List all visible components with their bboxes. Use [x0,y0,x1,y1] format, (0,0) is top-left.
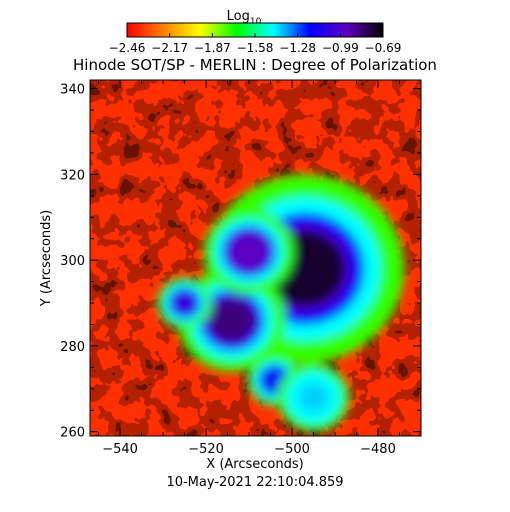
y-axis-label: Y (Arcseconds) [39,210,54,307]
y-tick-label: 280 [60,340,85,355]
colorbar-tick-label: −2.17 [151,41,188,55]
feature-core [209,299,254,341]
feature-core [298,383,329,412]
x-tick-label: −480 [360,442,396,457]
colorbar-tick-label: −1.28 [279,41,316,55]
x-tick-label: −500 [274,442,310,457]
timestamp: 10-May-2021 22:10:04.859 [166,475,343,490]
colorbar-tick-label: −1.58 [237,41,274,55]
colorbar-tick-label: −0.99 [322,41,359,55]
plot-frame [89,79,422,437]
colorbar-tick-label: −1.87 [194,41,231,55]
polarization-features [157,174,405,432]
feature [157,277,212,329]
colorbar-ticks: −2.46 −2.17 −1.87 −1.58 −1.28 −0.99 −0.69 [109,33,402,55]
y-axis: 260 280 300 320 340 [60,83,421,441]
feature [203,208,295,295]
y-tick-label: 340 [60,83,85,98]
y-tick-label: 260 [60,426,85,441]
chart-title: Hinode SOT/SP - MERLIN : Degree of Polar… [73,56,437,74]
feature-core [230,234,268,269]
y-tick-label: 320 [60,168,85,183]
x-axis: −540 −520 −500 −480 [98,80,422,457]
y-tick-label: 300 [60,254,85,269]
colorbar-label: Log10 [227,9,262,27]
colorbar-tick-label: −0.69 [365,41,402,55]
x-axis-label: X (Arcseconds) [206,457,303,472]
feature-core [173,292,196,314]
colorbar-tick-label: −2.46 [109,41,146,55]
x-tick-label: −520 [188,442,224,457]
plot-area: −540 −520 −500 −480 260 280 300 320 340 [60,79,422,457]
x-tick-label: −540 [102,442,138,457]
feature [277,363,350,432]
